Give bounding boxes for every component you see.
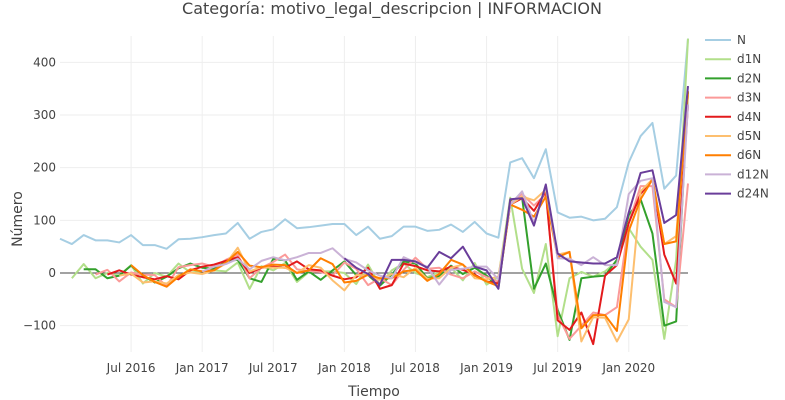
- series-line-d1n[interactable]: [71, 38, 689, 340]
- legend-label: d12N: [737, 167, 769, 181]
- y-tick-label: −100: [23, 319, 56, 333]
- legend-label: d24N: [737, 187, 769, 201]
- x-tick-label: Jan 2019: [459, 361, 513, 375]
- x-tick-label: Jul 2019: [532, 361, 582, 375]
- series-line-d2n[interactable]: [83, 91, 689, 341]
- x-tick-label: Jul 2017: [248, 361, 298, 375]
- x-tick-label: Jan 2020: [601, 361, 655, 375]
- series-line-d4n[interactable]: [107, 104, 689, 346]
- legend-label: d3N: [737, 91, 761, 105]
- chart-title: Categoría: motivo_legal_descripcion | IN…: [182, 0, 602, 19]
- y-axis-title: Número: [10, 191, 26, 247]
- series-line-d24n[interactable]: [343, 85, 689, 290]
- series-line-d6n[interactable]: [130, 91, 689, 332]
- x-axis-title: Tiempo: [347, 384, 400, 400]
- y-axis-ticks: −100 0 100 200 300 400: [23, 55, 56, 332]
- y-tick-label: 0: [48, 266, 56, 280]
- series-line-d5n[interactable]: [119, 93, 689, 343]
- legend-label: d5N: [737, 129, 761, 143]
- y-tick-label: 100: [33, 213, 56, 227]
- series-layer: [59, 38, 689, 346]
- legend-label: d1N: [737, 52, 761, 66]
- legend-item-d12n[interactable]: d12N: [705, 167, 769, 181]
- legend-item-d4n[interactable]: d4N: [705, 110, 761, 124]
- y-tick-label: 400: [33, 55, 56, 69]
- legend-label: N: [737, 33, 746, 47]
- legend-item-d3n[interactable]: d3N: [705, 91, 761, 105]
- series-line-d12n[interactable]: [201, 104, 689, 309]
- x-axis-ticks: Jul 2016 Jan 2017 Jul 2017 Jan 2018 Jul 2018…: [106, 361, 656, 375]
- series-line-n[interactable]: [59, 38, 689, 250]
- legend-item-d2n[interactable]: d2N: [705, 71, 761, 85]
- x-tick-label: Jan 2018: [317, 361, 371, 375]
- legend-item-d5n[interactable]: d5N: [705, 129, 761, 143]
- legend-item-d6n[interactable]: d6N: [705, 148, 761, 162]
- legend-item-d1n[interactable]: d1N: [705, 52, 761, 66]
- legend-label: d4N: [737, 110, 761, 124]
- x-tick-label: Jul 2018: [390, 361, 440, 375]
- legend-label: d2N: [737, 71, 761, 85]
- x-tick-label: Jan 2017: [175, 361, 229, 375]
- legend-label: d6N: [737, 148, 761, 162]
- legend-item-d24n[interactable]: d24N: [705, 187, 769, 201]
- y-tick-label: 200: [33, 161, 56, 175]
- grid-layer: [60, 36, 688, 352]
- legend-item-n[interactable]: N: [705, 33, 746, 47]
- y-tick-label: 300: [33, 108, 56, 122]
- x-tick-label: Jul 2016: [106, 361, 156, 375]
